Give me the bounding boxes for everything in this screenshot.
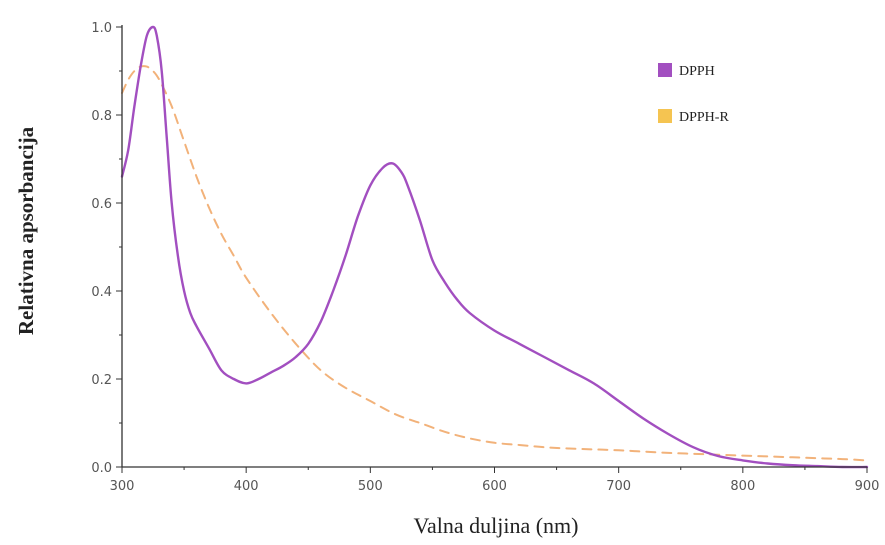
- legend-swatch: [658, 63, 672, 77]
- x-tick-label: 400: [234, 479, 259, 494]
- x-tick-label: 700: [606, 479, 631, 494]
- x-tick-label: 500: [358, 479, 383, 494]
- x-tick-label: 800: [730, 479, 755, 494]
- y-ticks: 0.0 0.2 0.4 0.6 0.8 1.0: [91, 21, 122, 476]
- plot-area: [120, 25, 869, 469]
- y-tick-label: 0.2: [91, 373, 112, 388]
- axes: [121, 25, 867, 468]
- legend: DPPH DPPH-R: [658, 63, 729, 125]
- legend-label: DPPH: [679, 64, 715, 79]
- y-tick-label: 0.0: [91, 461, 112, 476]
- x-tick-label: 600: [482, 479, 507, 494]
- x-tick-label: 900: [855, 479, 880, 494]
- x-axis-title: Valna duljina (nm): [414, 513, 579, 538]
- y-tick-label: 0.4: [91, 285, 112, 300]
- legend-swatch: [658, 109, 672, 123]
- legend-label: DPPH-R: [679, 110, 729, 125]
- series-line-dpph: [120, 25, 869, 469]
- x-tick-label: 300: [110, 479, 135, 494]
- series-line-dpph-r: [121, 65, 868, 462]
- x-ticks: 300 400 500 600 700 800 900: [110, 467, 880, 494]
- y-tick-label: 0.8: [91, 109, 112, 124]
- y-axis-title: Relativna apsorbancija: [14, 126, 38, 335]
- y-tick-label: 1.0: [91, 21, 112, 36]
- y-tick-label: 0.6: [91, 197, 112, 212]
